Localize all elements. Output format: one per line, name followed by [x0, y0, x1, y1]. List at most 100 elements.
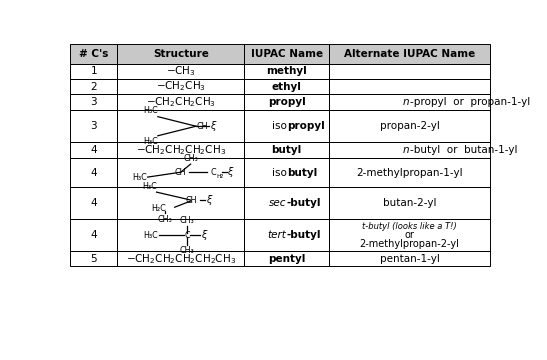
Text: 2: 2 [220, 174, 223, 179]
Text: butyl: butyl [287, 168, 317, 178]
Text: pentan-1-yl: pentan-1-yl [380, 254, 440, 264]
Bar [329, 187, 490, 219]
Text: CH₃: CH₃ [180, 246, 194, 255]
Bar [245, 219, 329, 251]
Text: CH₃: CH₃ [158, 215, 173, 224]
Bar [245, 187, 329, 219]
Text: butyl: butyl [271, 145, 302, 155]
Text: ξ: ξ [210, 121, 216, 131]
Text: H₂C: H₂C [152, 203, 166, 212]
Text: methyl: methyl [266, 66, 307, 76]
Text: 2-methylpropan-2-yl: 2-methylpropan-2-yl [360, 239, 459, 249]
Text: -butyl  or  butan-1-yl: -butyl or butan-1-yl [410, 145, 517, 155]
Text: 5: 5 [90, 254, 97, 264]
Bar [71, 79, 117, 94]
Bar [245, 94, 329, 110]
Text: n: n [403, 145, 410, 155]
Bar [117, 251, 245, 266]
Bar [245, 44, 329, 64]
Bar [117, 158, 245, 187]
Text: $-$CH$_2$CH$_2$CH$_2$CH$_3$: $-$CH$_2$CH$_2$CH$_2$CH$_3$ [136, 143, 226, 157]
Text: 2: 2 [90, 82, 97, 91]
Bar [117, 110, 245, 142]
Bar [245, 158, 329, 187]
Text: 4: 4 [90, 230, 97, 240]
Bar [117, 142, 245, 158]
Bar [329, 64, 490, 79]
Text: H₃C: H₃C [143, 231, 158, 240]
Text: or: or [405, 230, 415, 240]
Text: H₃C: H₃C [143, 137, 158, 146]
Bar [329, 158, 490, 187]
Bar [71, 251, 117, 266]
Text: t-butyl (looks like a T!): t-butyl (looks like a T!) [362, 222, 457, 231]
Bar [245, 79, 329, 94]
Text: iso: iso [272, 168, 287, 178]
Bar [245, 142, 329, 158]
Bar [117, 64, 245, 79]
Text: H: H [216, 174, 221, 179]
Text: ξ: ξ [201, 230, 206, 240]
Text: 4: 4 [90, 145, 97, 155]
Text: H₃C: H₃C [142, 182, 156, 191]
Text: H₃C: H₃C [143, 106, 158, 115]
Bar [329, 79, 490, 94]
Text: propyl: propyl [268, 97, 306, 107]
Text: -butyl: -butyl [287, 198, 321, 208]
Text: 3: 3 [90, 97, 97, 107]
Text: $-$CH$_2$CH$_2$CH$_3$: $-$CH$_2$CH$_2$CH$_3$ [146, 95, 216, 109]
Text: tert: tert [268, 230, 287, 240]
Text: $-$CH$_3$: $-$CH$_3$ [166, 64, 196, 78]
Bar [117, 187, 245, 219]
Bar [329, 110, 490, 142]
Text: 3: 3 [90, 121, 97, 131]
Bar [71, 187, 117, 219]
Text: ξ: ξ [228, 167, 233, 177]
Text: 2-methylpropan-1-yl: 2-methylpropan-1-yl [356, 168, 463, 178]
Text: ethyl: ethyl [272, 82, 301, 91]
Bar [117, 219, 245, 251]
Bar [329, 251, 490, 266]
Bar [329, 44, 490, 64]
Text: CH: CH [196, 122, 208, 131]
Bar [245, 110, 329, 142]
Text: propan-2-yl: propan-2-yl [380, 121, 440, 131]
Text: propyl: propyl [287, 121, 324, 131]
Bar [71, 44, 117, 64]
Text: ξ: ξ [206, 195, 212, 205]
Text: pentyl: pentyl [268, 254, 305, 264]
Text: IUPAC Name: IUPAC Name [251, 49, 323, 59]
Text: -propyl  or  propan-1-yl: -propyl or propan-1-yl [410, 97, 530, 107]
Text: n: n [403, 97, 410, 107]
Text: CH: CH [175, 168, 187, 177]
Bar [329, 142, 490, 158]
Bar [71, 142, 117, 158]
Text: $-$CH$_2$CH$_3$: $-$CH$_2$CH$_3$ [156, 80, 206, 94]
Text: CH₃: CH₃ [183, 154, 198, 163]
Bar [71, 158, 117, 187]
Text: $-$CH$_2$CH$_2$CH$_2$CH$_2$CH$_3$: $-$CH$_2$CH$_2$CH$_2$CH$_2$CH$_3$ [126, 252, 236, 266]
Bar [329, 219, 490, 251]
Bar [329, 94, 490, 110]
Bar [117, 44, 245, 64]
Text: 1: 1 [90, 66, 97, 76]
Bar [245, 251, 329, 266]
Bar [71, 110, 117, 142]
Text: butan-2-yl: butan-2-yl [383, 198, 437, 208]
Text: CH: CH [185, 195, 196, 204]
Text: CH₃: CH₃ [180, 216, 194, 225]
Bar [117, 79, 245, 94]
Text: C: C [211, 168, 217, 177]
Text: C: C [184, 231, 190, 240]
Text: Alternate IUPAC Name: Alternate IUPAC Name [344, 49, 475, 59]
Text: # C's: # C's [79, 49, 108, 59]
Text: H₃C: H₃C [132, 172, 147, 181]
Text: Structure: Structure [153, 49, 208, 59]
Bar [117, 94, 245, 110]
Bar [71, 64, 117, 79]
Text: -butyl: -butyl [287, 230, 321, 240]
Text: 4: 4 [90, 168, 97, 178]
Text: sec: sec [269, 198, 287, 208]
Bar [71, 94, 117, 110]
Text: 4: 4 [90, 198, 97, 208]
